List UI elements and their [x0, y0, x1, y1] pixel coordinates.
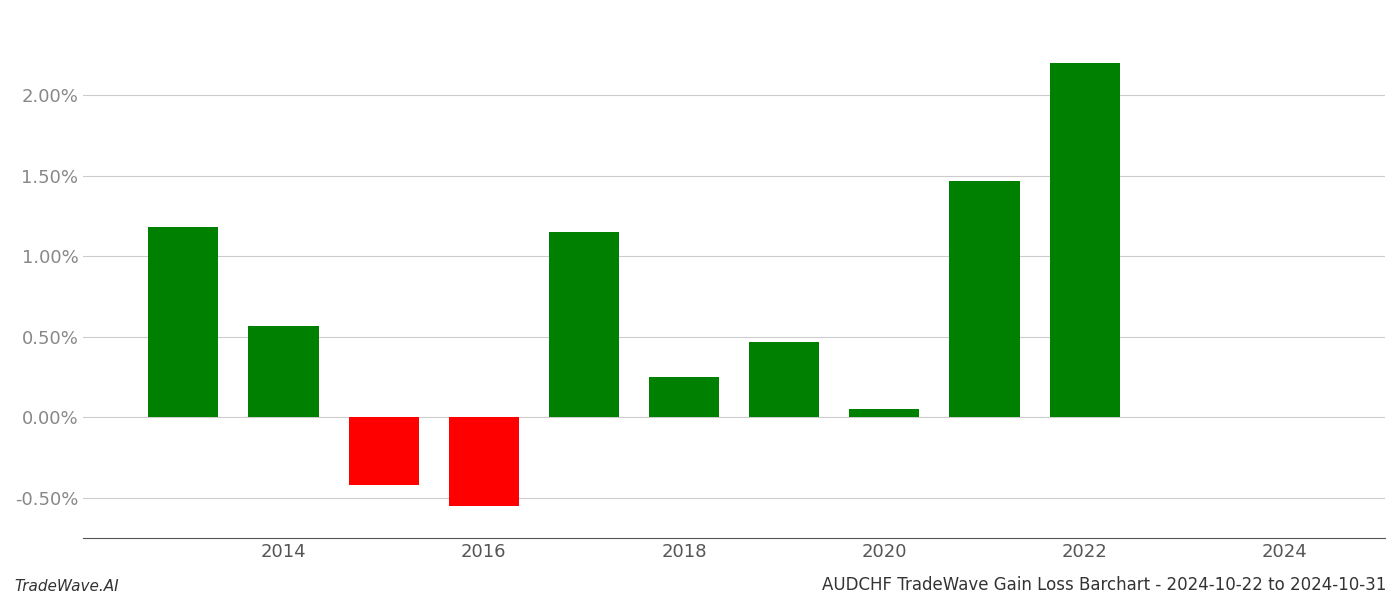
Bar — [248, 326, 319, 418]
Bar — [749, 342, 819, 418]
Bar — [549, 232, 619, 418]
Text: TradeWave.AI: TradeWave.AI — [14, 579, 119, 594]
Bar — [449, 418, 519, 506]
Bar — [1050, 63, 1120, 418]
Bar — [850, 409, 920, 418]
Bar — [650, 377, 720, 418]
Text: AUDCHF TradeWave Gain Loss Barchart - 2024-10-22 to 2024-10-31: AUDCHF TradeWave Gain Loss Barchart - 20… — [822, 576, 1386, 594]
Bar — [148, 227, 218, 418]
Bar — [349, 418, 419, 485]
Bar — [949, 181, 1019, 418]
